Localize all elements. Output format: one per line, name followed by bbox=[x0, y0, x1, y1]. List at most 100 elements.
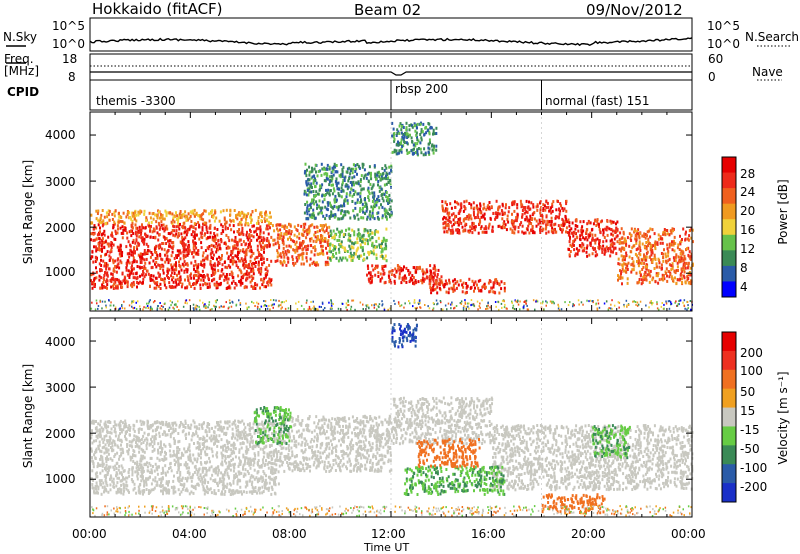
range-cell bbox=[442, 222, 445, 226]
range-cell bbox=[131, 285, 134, 289]
range-cell bbox=[342, 215, 345, 219]
range-cell bbox=[175, 232, 178, 236]
range-cell bbox=[545, 199, 548, 203]
range-cell bbox=[361, 240, 363, 244]
range-cell bbox=[160, 265, 163, 269]
range-cell bbox=[195, 251, 198, 255]
range-cell bbox=[485, 230, 488, 234]
range-cell bbox=[136, 275, 139, 279]
range-cell bbox=[139, 274, 141, 278]
range-cell bbox=[553, 223, 556, 227]
range-cell bbox=[225, 233, 228, 237]
range-cell bbox=[304, 222, 307, 226]
range-cell bbox=[468, 277, 471, 281]
range-cell bbox=[249, 259, 252, 263]
range-cell bbox=[468, 230, 471, 234]
range-cell bbox=[222, 209, 225, 213]
range-cell bbox=[663, 248, 665, 252]
range-cell bbox=[316, 203, 319, 207]
range-cell bbox=[380, 250, 383, 254]
range-cell bbox=[143, 252, 146, 256]
range-cell bbox=[488, 224, 491, 228]
range-cell bbox=[242, 215, 245, 219]
range-cell bbox=[237, 419, 240, 423]
range-cell bbox=[586, 246, 588, 250]
range-cell bbox=[204, 489, 206, 493]
range-cell bbox=[541, 213, 543, 217]
range-cell bbox=[100, 254, 102, 258]
range-cell bbox=[178, 264, 181, 267]
range-cell bbox=[413, 147, 415, 151]
range-cell bbox=[288, 229, 291, 233]
range-cell bbox=[255, 256, 258, 260]
range-cell bbox=[335, 256, 338, 260]
range-cell bbox=[373, 164, 376, 168]
range-cell bbox=[164, 253, 166, 257]
range-cell bbox=[513, 231, 516, 235]
range-cell bbox=[172, 233, 175, 237]
range-cell bbox=[671, 227, 674, 231]
range-cell bbox=[206, 425, 209, 429]
range-cell bbox=[455, 228, 458, 232]
range-cell bbox=[228, 246, 231, 250]
range-cell bbox=[215, 466, 218, 470]
range-cell bbox=[91, 221, 94, 225]
range-cell bbox=[334, 194, 337, 198]
range-cell bbox=[254, 208, 257, 212]
range-cell bbox=[433, 146, 435, 150]
range-cell bbox=[393, 137, 396, 141]
range-cell bbox=[250, 213, 253, 217]
range-cell bbox=[213, 262, 216, 266]
range-cell bbox=[206, 286, 209, 289]
range-cell bbox=[466, 215, 469, 218]
range-cell bbox=[398, 275, 401, 279]
range-cell bbox=[305, 252, 308, 256]
range-cell bbox=[109, 250, 112, 254]
range-cell bbox=[157, 221, 160, 225]
range-cell bbox=[229, 208, 232, 212]
range-cell bbox=[137, 281, 140, 285]
range-cell bbox=[465, 282, 468, 285]
range-cell bbox=[616, 234, 619, 238]
range-cell bbox=[315, 181, 318, 185]
range-cell bbox=[118, 457, 120, 461]
range-cell bbox=[408, 150, 411, 154]
range-cell bbox=[586, 228, 589, 232]
range-cell bbox=[248, 266, 251, 270]
range-cell bbox=[561, 230, 564, 234]
range-cell bbox=[656, 242, 659, 246]
range-cell bbox=[429, 286, 432, 289]
range-cell bbox=[379, 173, 382, 177]
range-cell bbox=[334, 197, 337, 201]
range-cell bbox=[326, 240, 329, 244]
range-cell bbox=[511, 201, 514, 205]
range-cell bbox=[192, 244, 195, 248]
range-cell bbox=[368, 198, 371, 202]
range-cell bbox=[504, 223, 507, 227]
range-cell bbox=[192, 230, 194, 234]
range-cell bbox=[456, 228, 459, 231]
range-cell bbox=[205, 430, 208, 434]
range-cell bbox=[151, 445, 154, 448]
range-cell bbox=[605, 225, 608, 229]
range-cell bbox=[619, 274, 622, 278]
range-cell bbox=[160, 257, 163, 261]
range-cell bbox=[276, 255, 279, 259]
range-cell bbox=[195, 233, 198, 237]
range-cell bbox=[376, 245, 379, 249]
range-cell bbox=[249, 230, 252, 233]
range-cell bbox=[161, 484, 164, 488]
range-cell bbox=[396, 128, 399, 132]
range-cell bbox=[252, 286, 254, 290]
range-cell bbox=[247, 246, 250, 249]
range-cell bbox=[662, 256, 665, 260]
range-cell bbox=[520, 221, 523, 225]
range-cell bbox=[387, 274, 390, 278]
range-cell bbox=[519, 223, 522, 227]
range-cell bbox=[498, 282, 500, 286]
range-cell bbox=[384, 242, 387, 246]
range-cell bbox=[216, 423, 219, 426]
range-cell bbox=[228, 223, 231, 227]
range-cell bbox=[242, 261, 245, 265]
range-cell bbox=[120, 453, 123, 457]
